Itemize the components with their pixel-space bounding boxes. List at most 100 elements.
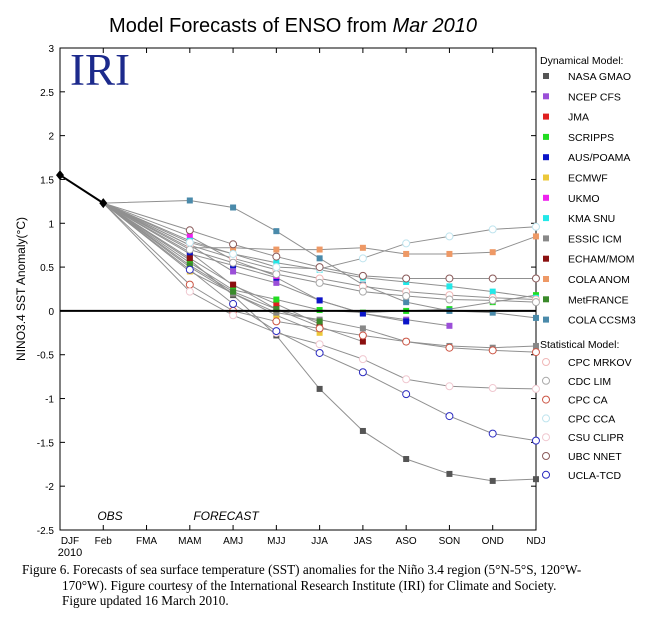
y-tick-label: 2.5 (40, 88, 54, 99)
observed-point (99, 198, 108, 209)
x-tick-label: MAM (178, 536, 201, 547)
series-line (103, 202, 320, 325)
series-cola-anom (103, 202, 539, 257)
obs-label: OBS (97, 509, 122, 523)
data-point (316, 297, 323, 304)
series-line (103, 202, 536, 303)
data-point (402, 292, 411, 301)
data-point (402, 390, 411, 399)
data-point (445, 343, 454, 352)
data-point (186, 197, 193, 204)
data-point (186, 255, 193, 262)
data-point (445, 382, 454, 391)
data-point (230, 288, 237, 295)
data-point (531, 222, 540, 231)
legend-item-cpc-ca: CPC CA (542, 395, 608, 407)
y-tick-label: 1.5 (40, 175, 54, 186)
legend-item-scripps: SCRIPPS (543, 132, 614, 144)
x-tick-label: AMJ (223, 536, 243, 547)
data-point (185, 238, 194, 247)
legend-label: MetFRANCE (568, 294, 629, 306)
legend-label: NASA GMAO (568, 71, 631, 83)
legend-marker (543, 154, 549, 161)
data-point (316, 329, 323, 336)
data-point (532, 233, 539, 240)
legend-marker (543, 73, 549, 79)
legend-label: UCLA-TCD (568, 470, 622, 482)
observed-series (56, 170, 108, 209)
data-point (358, 355, 367, 364)
data-point (489, 249, 496, 256)
series-line (102, 202, 536, 482)
y-tick-label: 0 (48, 307, 54, 318)
data-point (488, 225, 497, 234)
legend-label: ESSIC ICM (568, 233, 622, 245)
legend-label: CSU CLIPR (568, 432, 624, 444)
legend-dynamical-header: Dynamical Model: (540, 55, 623, 67)
data-point (488, 296, 497, 305)
data-point (532, 314, 539, 321)
figure-caption: Figure 6. Forecasts of sea surface tempe… (22, 562, 632, 609)
legend-item-csu-clipr: CSU CLIPR (542, 432, 624, 444)
data-point (446, 250, 453, 257)
data-point (229, 258, 238, 267)
legend-label: UBC NNET (568, 451, 622, 463)
legend-item-ukmo: UKMO (543, 193, 600, 205)
x-axis: DJF Feb FMA MAM AMJ MJJ JJA JAS ASO SON OND NDJ (59, 48, 546, 547)
y-tick-label: -0.5 (37, 351, 55, 362)
legend-label: KMA SNU (568, 213, 615, 225)
data-point (531, 436, 540, 445)
legend-marker (543, 133, 549, 140)
data-point (272, 317, 281, 326)
legend-label: CPC CCA (568, 413, 615, 425)
y-axis: 3 2.5 2 1.5 1 0.5 0 -0.5 -1 -1.5 -2 -2.5 (37, 44, 536, 537)
data-point (403, 456, 410, 463)
data-point (358, 254, 367, 263)
legend-item-cola-anom: COLA ANOM (543, 274, 630, 286)
legend-item-ecmwf: ECMWF (543, 173, 608, 185)
legend-label: UKMO (568, 193, 600, 205)
series-aus-poama (103, 202, 410, 325)
legend-marker (543, 296, 549, 303)
data-point (316, 385, 323, 392)
legend-marker (543, 194, 549, 201)
data-point (186, 262, 193, 269)
x-tick-label: OND (482, 536, 504, 547)
legend-item-ucla-tcd: UCLA-TCD (542, 470, 622, 482)
legend: Dynamical Model: Statistical Model: NASA… (540, 55, 636, 482)
legend-label: SCRIPPS (568, 132, 614, 144)
legend-item-essic-icm: ESSIC ICM (543, 233, 622, 245)
data-point (272, 270, 281, 279)
data-point (446, 283, 453, 290)
series-cdc-lim (103, 202, 540, 307)
series-line (102, 202, 536, 349)
legend-marker (543, 276, 549, 282)
data-point (273, 259, 280, 266)
data-point (229, 249, 238, 258)
x-tick-label: NDJ (526, 536, 545, 547)
series-line (103, 202, 536, 301)
data-point (403, 250, 410, 257)
legend-marker (542, 376, 550, 385)
x-tick-label: JAS (354, 536, 373, 547)
data-point (358, 331, 367, 340)
legend-label: CPC CA (568, 395, 608, 407)
series-ucla-tcd (102, 202, 540, 445)
legend-marker (542, 433, 550, 442)
data-point (446, 470, 453, 477)
data-point (359, 427, 366, 434)
legend-marker (543, 235, 549, 242)
data-point (445, 295, 454, 304)
data-point (358, 271, 367, 280)
data-point (273, 309, 280, 316)
data-point (489, 309, 496, 316)
observed-line (59, 174, 104, 204)
data-point (446, 322, 453, 329)
legend-item-jma: JMA (543, 112, 589, 124)
chart-title: Model Forecasts of ENSO from Mar 2010 (109, 15, 477, 37)
legend-item-cpc-cca: CPC CCA (542, 413, 615, 425)
data-point (445, 232, 454, 241)
legend-label: CDC LIM (568, 376, 611, 388)
data-point (185, 226, 194, 235)
x-tick-label: MJJ (267, 536, 285, 547)
